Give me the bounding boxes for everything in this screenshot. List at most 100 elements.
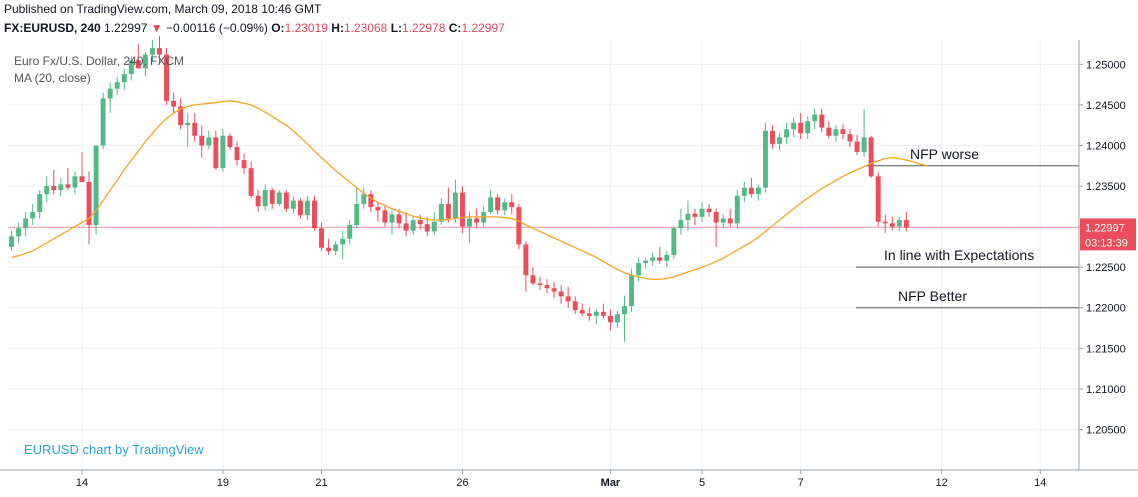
candle-down xyxy=(868,137,874,177)
y-tick-label: 1.21000 xyxy=(1086,384,1126,396)
candle-down xyxy=(79,176,85,182)
candle-down xyxy=(65,184,71,188)
high-label: H: xyxy=(331,21,344,35)
price-badge-timer: 03:13:39 xyxy=(1085,237,1128,249)
candle-down xyxy=(847,134,853,142)
candle-up xyxy=(896,220,902,227)
x-tick-label: 14 xyxy=(76,477,88,489)
candle-up xyxy=(361,194,367,204)
candle-up xyxy=(643,260,649,264)
candle-up xyxy=(678,220,684,229)
x-tick-label: 26 xyxy=(456,477,468,489)
candle-down xyxy=(854,141,860,152)
candle-up xyxy=(220,135,226,169)
low-label: L: xyxy=(390,21,403,35)
candle-up xyxy=(777,137,783,144)
price-badge: 1.22997 03:13:39 xyxy=(1080,218,1136,251)
candle-down xyxy=(157,48,162,55)
chart-axes xyxy=(0,40,1138,471)
candle-up xyxy=(720,218,726,223)
x-tick-label: 19 xyxy=(217,477,229,489)
candle-down xyxy=(692,213,698,217)
candle-down xyxy=(297,200,303,216)
candle-up xyxy=(354,203,360,225)
candle-up xyxy=(23,218,29,229)
candle-down xyxy=(164,54,170,101)
attribution-link[interactable]: EURUSD chart by TradingView xyxy=(24,442,204,457)
x-tick-label: 21 xyxy=(315,477,327,489)
candle-down xyxy=(178,106,184,126)
candle-down xyxy=(417,220,423,225)
candle-up xyxy=(16,228,22,237)
ma-line xyxy=(11,100,928,280)
open-label: O: xyxy=(271,21,285,35)
candle-up xyxy=(784,129,790,138)
x-tick-label: 12 xyxy=(935,477,947,489)
candle-up xyxy=(622,306,627,315)
candle-down xyxy=(903,220,909,228)
candle-down xyxy=(544,285,550,289)
candle-up xyxy=(452,192,458,219)
close-value: 1.22997 xyxy=(461,21,505,35)
annotation-nfp-worse: NFP worse xyxy=(910,145,979,162)
candle-down xyxy=(326,247,332,251)
candle-down xyxy=(213,137,219,169)
candle-up xyxy=(741,187,747,196)
candle-up xyxy=(149,48,155,55)
candle-down xyxy=(445,203,451,219)
ma-polyline xyxy=(11,100,928,280)
candle-down xyxy=(586,313,592,316)
candle-down xyxy=(600,311,606,316)
price-change: −0.00116 (−0.09%) xyxy=(166,21,268,35)
candle-up xyxy=(333,244,339,251)
candle-up xyxy=(100,98,106,146)
candle-down xyxy=(234,147,240,161)
candle-up xyxy=(755,187,761,195)
candle-up xyxy=(699,208,705,217)
price-badge-value: 1.22997 xyxy=(1085,222,1125,234)
candle-up xyxy=(142,54,148,69)
candle-down xyxy=(826,127,832,136)
y-tick-label: 1.24000 xyxy=(1086,140,1126,152)
candle-down xyxy=(537,283,543,286)
candle-down xyxy=(382,210,388,223)
x-tick-label: 14 xyxy=(1034,477,1046,489)
annotation-in-line: In line with Expectations xyxy=(884,247,1035,264)
candle-up xyxy=(636,263,642,276)
y-tick-label: 1.22000 xyxy=(1086,303,1126,315)
candle-up xyxy=(107,88,113,99)
candle-down xyxy=(460,192,465,227)
symbol-line: FX:EURUSD, 240 1.22997 ▼ −0.00116 (−0.09… xyxy=(4,21,505,35)
candle-down xyxy=(530,275,536,284)
candle-up xyxy=(44,186,50,195)
candle-down xyxy=(495,197,501,211)
y-tick-label: 1.20500 xyxy=(1086,424,1126,436)
candle-down xyxy=(572,301,578,311)
candle-up xyxy=(340,238,346,245)
candle-up xyxy=(93,145,99,225)
annotation-nfp-better: NFP Better xyxy=(898,287,967,304)
y-tick-label: 1.21500 xyxy=(1086,343,1126,355)
candle-down xyxy=(255,195,261,207)
chart-grid xyxy=(8,40,1079,470)
candle-up xyxy=(304,200,310,216)
candle-down xyxy=(375,207,381,211)
candle-up xyxy=(685,213,691,221)
candle-down xyxy=(424,224,430,232)
candle-up xyxy=(114,82,120,89)
candle-up xyxy=(276,192,282,204)
candle-down xyxy=(368,194,374,208)
candle-down xyxy=(882,221,888,224)
candle-down xyxy=(727,218,733,224)
candle-down xyxy=(607,315,613,323)
candle-down xyxy=(199,135,205,146)
candle-up xyxy=(9,236,14,247)
candle-down xyxy=(657,257,663,261)
candle-down xyxy=(509,202,515,208)
candle-up xyxy=(37,194,43,212)
symbol-label: FX:EURUSD, 240 xyxy=(4,21,101,35)
candle-up xyxy=(290,200,296,209)
candle-up xyxy=(488,197,494,212)
x-tick-label: 5 xyxy=(699,477,705,489)
